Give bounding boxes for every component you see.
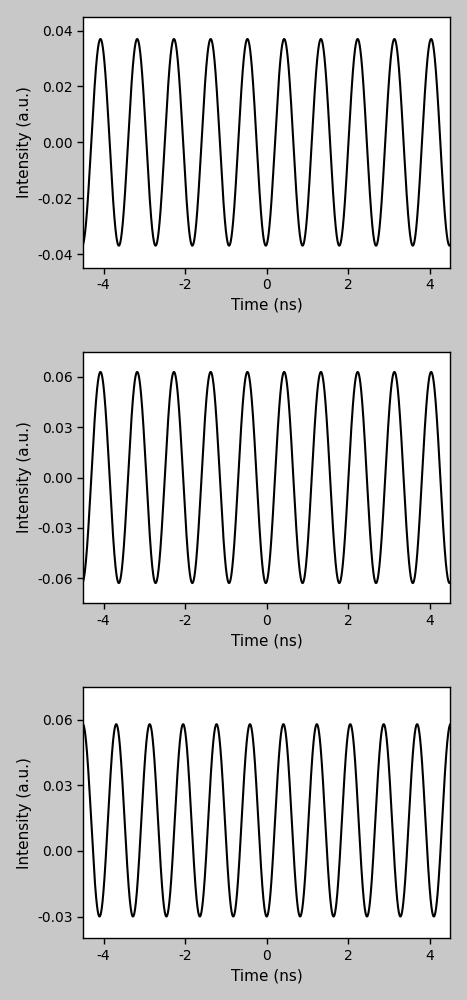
Y-axis label: Intensity (a.u.): Intensity (a.u.) — [17, 86, 32, 198]
Y-axis label: Intensity (a.u.): Intensity (a.u.) — [17, 757, 32, 869]
X-axis label: Time (ns): Time (ns) — [231, 298, 303, 313]
X-axis label: Time (ns): Time (ns) — [231, 968, 303, 983]
Y-axis label: Intensity (a.u.): Intensity (a.u.) — [17, 422, 32, 533]
X-axis label: Time (ns): Time (ns) — [231, 633, 303, 648]
